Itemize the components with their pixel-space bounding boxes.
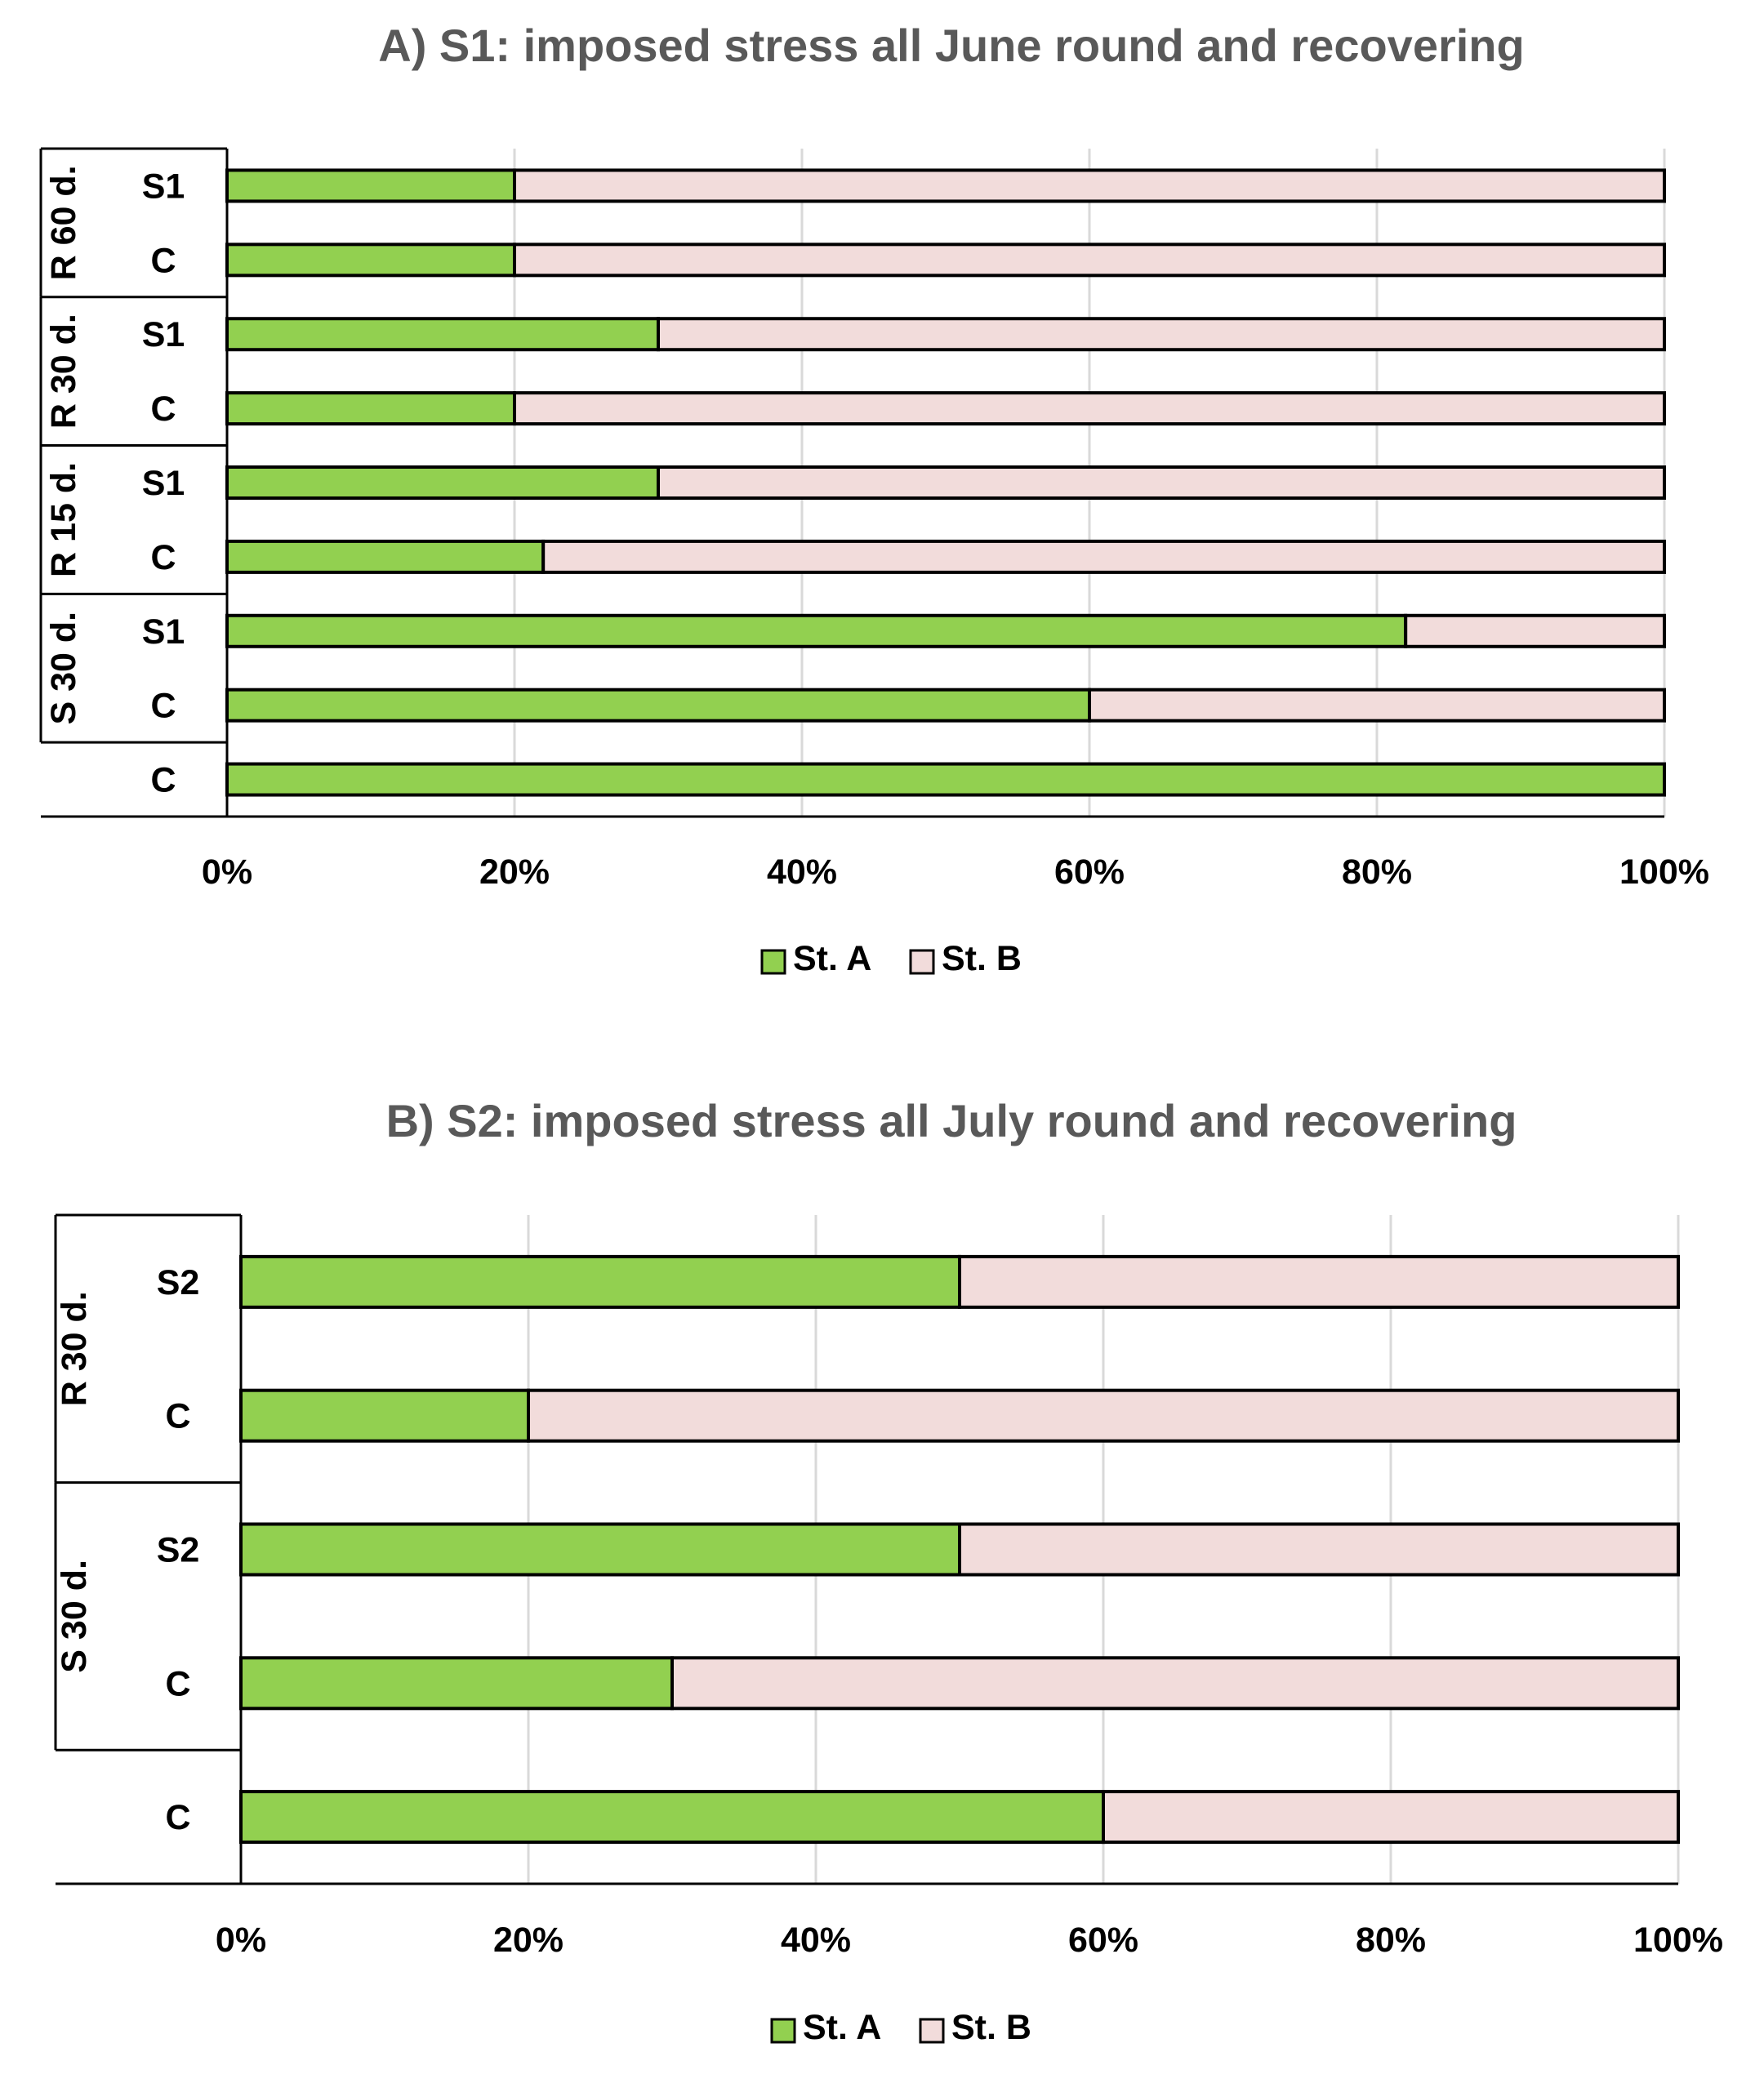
bar-st-b xyxy=(1102,1790,1680,1845)
x-tick-label: 40% xyxy=(767,852,837,892)
category-label: C xyxy=(150,761,176,800)
category-label: S1 xyxy=(142,464,185,503)
x-tick-label: 40% xyxy=(781,1921,851,1960)
legend-swatch-st-b xyxy=(919,2018,945,2044)
legend-label-st-b: St. B xyxy=(951,2008,1031,2047)
x-tick-label: 60% xyxy=(1054,852,1125,892)
bar-st-a xyxy=(239,1656,674,1711)
x-tick-label: 20% xyxy=(479,852,550,892)
chart-panel-b: B) S2: imposed stress all July round and… xyxy=(54,1095,1723,2047)
x-tick-label: 60% xyxy=(1068,1921,1138,1960)
x-tick-label: 0% xyxy=(216,1921,266,1960)
group-label: R 30 d. xyxy=(55,1291,94,1406)
bar-st-b xyxy=(541,539,1667,574)
bar-st-a xyxy=(225,688,1091,723)
legend-swatch-st-a xyxy=(760,949,786,975)
x-tick-label: 0% xyxy=(202,852,252,892)
group-label: R 30 d. xyxy=(44,314,83,429)
group-label: R 60 d. xyxy=(44,165,83,280)
category-label: C xyxy=(165,1798,190,1837)
x-tick-label: 80% xyxy=(1342,852,1412,892)
bar-st-a xyxy=(225,168,516,203)
category-label: C xyxy=(150,687,176,726)
bar-st-a xyxy=(225,539,546,574)
legend-label-st-a: St. A xyxy=(793,939,871,978)
bar-st-b xyxy=(657,317,1666,352)
x-tick-label: 100% xyxy=(1633,1921,1723,1960)
bar-st-a xyxy=(225,762,1666,797)
bar-st-a xyxy=(225,613,1408,648)
category-label: C xyxy=(165,1664,190,1703)
bar-st-a xyxy=(225,243,516,278)
legend-label-st-a: St. A xyxy=(803,2008,881,2047)
chart-title: A) S1: imposed stress all June round and… xyxy=(378,20,1524,71)
chart-panel-a: A) S1: imposed stress all June round and… xyxy=(39,20,1709,978)
x-tick-label: 80% xyxy=(1356,1921,1426,1960)
bar-st-a xyxy=(225,465,660,500)
bar-st-b xyxy=(513,391,1666,426)
legend-swatch-st-b xyxy=(909,949,935,975)
bar-st-b xyxy=(670,1656,1680,1711)
group-label: S 30 d. xyxy=(55,1560,94,1673)
category-label: C xyxy=(150,241,176,280)
category-label: S1 xyxy=(142,167,185,206)
bar-st-a xyxy=(239,1388,530,1443)
bar-st-b xyxy=(958,1254,1680,1309)
category-label: C xyxy=(150,538,176,577)
bar-st-a xyxy=(239,1254,961,1309)
x-tick-label: 100% xyxy=(1619,852,1709,892)
category-label: S1 xyxy=(142,612,185,652)
bar-st-b xyxy=(513,168,1666,203)
category-label: C xyxy=(165,1397,190,1436)
bar-st-b xyxy=(527,1388,1680,1443)
legend-swatch-st-a xyxy=(770,2018,796,2044)
category-label: S2 xyxy=(157,1263,200,1302)
x-tick-label: 20% xyxy=(493,1921,564,1960)
bar-st-b xyxy=(958,1522,1680,1577)
bar-st-b xyxy=(1404,613,1666,648)
bar-st-a xyxy=(239,1522,961,1577)
bar-st-b xyxy=(513,243,1666,278)
bar-st-b xyxy=(657,465,1666,500)
category-label: C xyxy=(150,389,176,429)
legend: St. A St. B xyxy=(770,2008,1031,2047)
legend: St. A St. B xyxy=(760,939,1022,978)
chart-title: B) S2: imposed stress all July round and… xyxy=(386,1095,1517,1146)
legend-label-st-b: St. B xyxy=(942,939,1022,978)
bar-st-b xyxy=(1088,688,1666,723)
bar-st-a xyxy=(225,391,516,426)
group-label: R 15 d. xyxy=(44,462,83,577)
category-label: S2 xyxy=(157,1531,200,1570)
group-label: S 30 d. xyxy=(44,612,83,725)
bar-st-a xyxy=(225,317,660,352)
bar-st-a xyxy=(239,1790,1105,1845)
category-label: S1 xyxy=(142,315,185,354)
